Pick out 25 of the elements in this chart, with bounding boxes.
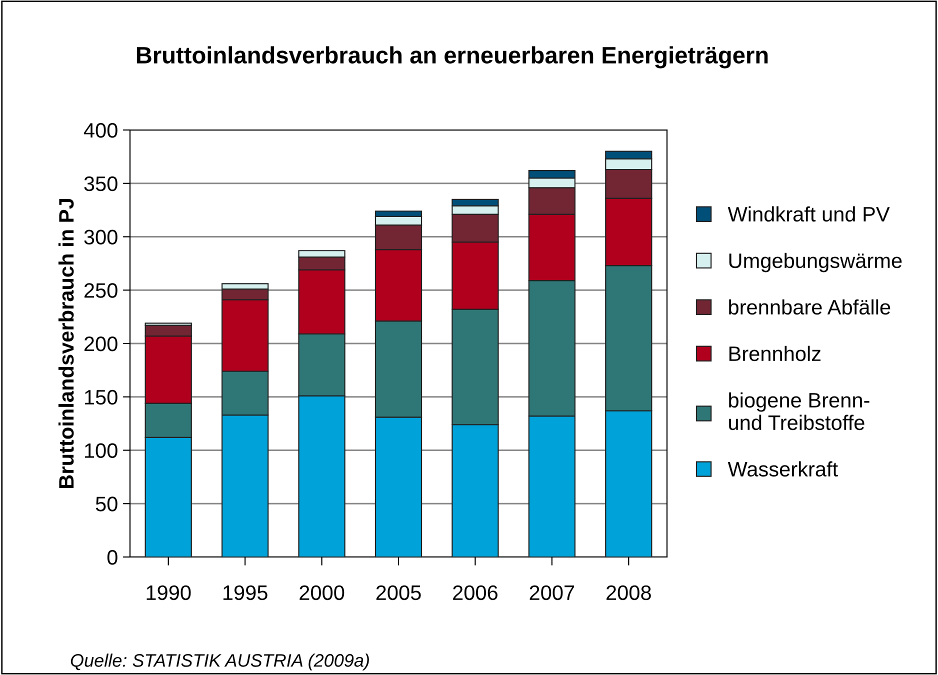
- y-tick-label: 0: [107, 550, 118, 565]
- x-tick-label: 2000: [300, 585, 344, 600]
- x-tick-label: 1990: [146, 585, 191, 600]
- legend-label: Windkraft und PV: [728, 206, 890, 222]
- legend-label: Brennholz: [729, 346, 821, 362]
- y-tick-label: 300: [84, 230, 118, 245]
- x-tick-label: 2008: [606, 585, 651, 600]
- legend-label: Wasserkraft: [728, 461, 838, 477]
- y-tick-label: 50: [96, 496, 118, 512]
- y-tick-label: 200: [84, 336, 118, 352]
- x-tick-label: 1995: [223, 585, 268, 600]
- x-tick-label: 2007: [530, 585, 574, 600]
- x-tick-label: 2006: [453, 585, 498, 600]
- legend-label: biogene Brenn- und Treibstoffe: [729, 392, 870, 430]
- y-tick-label: 250: [84, 283, 118, 298]
- y-tick-label: 100: [85, 443, 118, 458]
- x-tick-label: 2005: [376, 585, 421, 600]
- y-tick-label: 400: [84, 123, 118, 138]
- source-note: Quelle: STATISTIK AUSTRIA (2009a): [70, 654, 369, 670]
- y-tick-label: 350: [84, 176, 118, 192]
- y-axis-title: Bruttoinlandsverbrauch in PJ: [58, 199, 74, 488]
- legend-label: Umgebungswärme: [729, 252, 902, 272]
- legend-label: brennbare Abfälle: [729, 299, 890, 315]
- y-tick-label: 150: [85, 390, 118, 405]
- chart-title: Bruttoinlandsverbrauch an erneuerbaren Energieträgern: [136, 46, 768, 68]
